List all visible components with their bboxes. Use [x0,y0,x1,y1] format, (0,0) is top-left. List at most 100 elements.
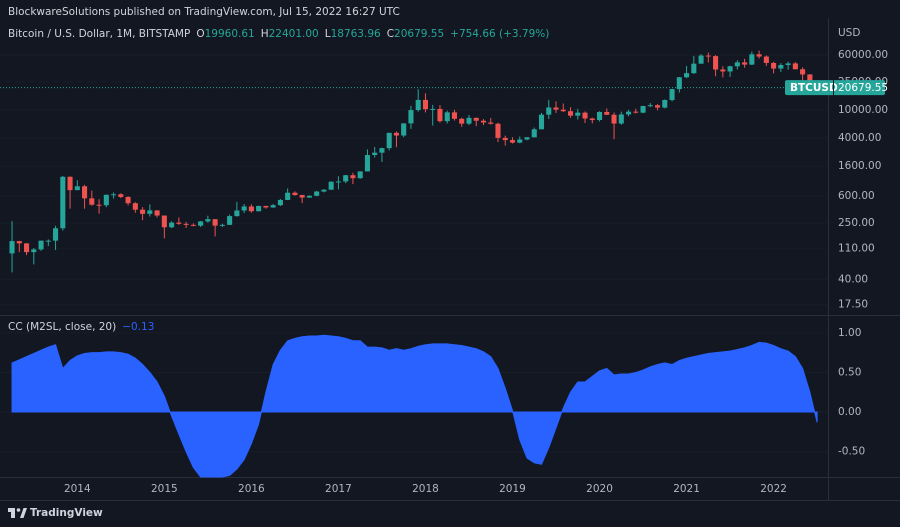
candle-body [111,194,117,196]
candle-body [437,108,443,122]
candle-body [647,105,653,107]
candle-body [495,123,501,138]
candle-body [74,186,80,191]
y-tick-label: 17.50 [838,299,868,311]
y-tick-label: 10000.00 [838,104,888,116]
candle-body [763,56,769,63]
candle-body [212,219,218,226]
candle-body [263,205,269,208]
candle-body [742,62,748,65]
y-tick-label: 110.00 [838,242,875,254]
candle-body [176,222,182,224]
candle-body [480,120,487,123]
candle-body [314,191,320,196]
candle-body [169,222,175,228]
y-tick-label: 0.00 [838,406,861,418]
candle-body [459,118,465,124]
legend-letter: O [196,28,204,40]
main-legend: Bitcoin / U.S. Dollar, 1M, BITSTAMP O1996… [8,28,549,40]
candle-body [575,112,581,116]
candle-body [618,114,624,124]
candle-body [16,241,22,244]
candle-body [640,106,646,113]
candle-body [560,109,566,112]
candle-body [82,186,88,199]
candle-body [248,206,254,212]
plot-area [0,50,828,478]
candle-body [517,139,523,143]
candle-body [669,89,675,101]
y-tick-label: 1600.00 [838,160,881,172]
candle-body [662,100,668,108]
candle-body [502,137,508,141]
candle-body [67,176,73,191]
candle-body [190,224,196,226]
logo-shape [8,508,15,512]
y-tick-label: 60000.00 [838,49,888,61]
footer-logo [8,508,27,518]
candle-body [401,123,407,136]
legend-letter: L [325,28,331,40]
candle-body [277,199,283,206]
candle-body [524,137,530,140]
candle-body [611,114,617,124]
candle-body [154,210,160,216]
candle-body [45,240,51,242]
candle-body [24,243,30,253]
candle-body [183,223,189,225]
candle-body [379,148,385,153]
candle-body [53,228,59,241]
candle-body [749,54,755,65]
candle-body [393,132,399,136]
legend-value: 18763.96 [331,28,381,40]
candle-body [713,56,719,70]
x-tick-label: 2019 [499,483,526,495]
candle-body [198,221,204,226]
legend-letter: C [387,28,394,40]
candle-body [140,209,146,214]
candle-body [38,240,44,250]
candle-body [285,192,291,200]
legend-letter: H [261,28,269,40]
legend-value: 22401.00 [269,28,319,40]
candle-body [727,66,733,72]
y-tick-label: 250.00 [838,217,875,229]
candle-body [509,140,516,143]
candle-body [96,204,102,206]
symbol-title: Bitcoin / U.S. Dollar, 1M, BITSTAMP [8,28,190,40]
candle-body [626,111,632,115]
candle-body [466,117,472,124]
candle-body [299,195,305,198]
publish-header: BlockwareSolutions published on TradingV… [8,6,400,18]
last-price-symbol: BTCUSD [790,82,838,94]
x-tick-label: 2017 [325,483,352,495]
candle-body [227,216,233,225]
candle-body [125,196,131,204]
candle-body [408,110,414,124]
candle-body [430,108,436,110]
candle-body [538,114,545,130]
y-tick-label: -0.50 [838,446,865,458]
candle-body [488,122,494,124]
logo-shape [20,508,27,518]
candle-body [292,192,298,196]
x-tick-label: 2015 [151,483,178,495]
candle-body [792,63,798,70]
candle-body [778,65,784,69]
candle-body [604,111,610,115]
x-tick-label: 2016 [238,483,265,495]
candle-body [270,205,276,208]
candle-body [241,206,247,211]
y-tick-label: 40.00 [838,273,868,285]
correlation-area [11,334,818,478]
candle-body [118,194,124,197]
candle-body [771,62,777,69]
candle-body [785,63,791,66]
x-tick-label: 2022 [760,483,787,495]
candle-body [546,107,552,115]
candle-body [705,55,711,57]
candle-body [633,111,639,113]
